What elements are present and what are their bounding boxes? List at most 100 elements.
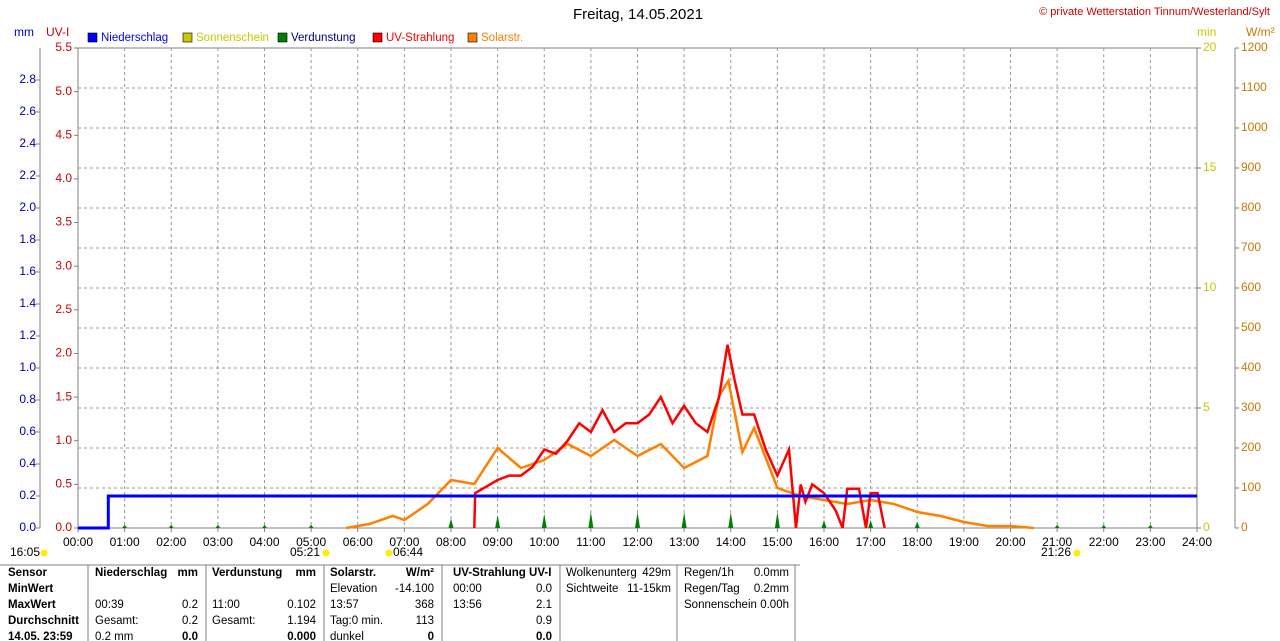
y-tick-label: 5 [1203, 400, 1210, 414]
y-tick-label: 400 [1241, 360, 1261, 374]
table-cell: Durchschnitt [8, 615, 79, 627]
y-tick-label: 800 [1241, 200, 1261, 214]
table-cell: 0.00h [760, 599, 789, 611]
x-tick-label: 01:00 [110, 535, 140, 549]
table-cell: 1.194 [287, 615, 316, 627]
y-tick-label: 2.5 [55, 302, 72, 316]
spike [541, 513, 547, 528]
legend-swatch [372, 32, 383, 43]
series-line [78, 494, 1197, 530]
x-tick-label: 09:00 [483, 535, 513, 549]
sun-time: 06:44 [393, 545, 423, 559]
spike [122, 524, 128, 528]
y-tick-label: 100 [1241, 480, 1261, 494]
spike [448, 518, 454, 528]
spike [728, 512, 734, 528]
axis-unit: min [1197, 25, 1216, 39]
table-cell: Solarstr. [330, 567, 376, 579]
spike [215, 524, 221, 528]
spike [1101, 524, 1107, 528]
x-tick-label: 18:00 [902, 535, 932, 549]
x-tick-label: 23:00 [1135, 535, 1165, 549]
legend-label: Niederschlag [101, 32, 168, 44]
y-tick-label: 2.0 [19, 200, 36, 214]
x-tick-label: 12:00 [622, 535, 652, 549]
x-tick-label: 20:00 [995, 535, 1025, 549]
y-tick-label: 700 [1241, 240, 1261, 254]
table-cell: Elevation [330, 583, 377, 595]
x-tick-label: 22:00 [1089, 535, 1119, 549]
axis-unit: UV-I [46, 25, 69, 39]
table-cell: 0.0 [536, 583, 552, 595]
x-tick-label: 10:00 [529, 535, 559, 549]
table-cell: Verdunstung [212, 567, 282, 579]
x-tick-label: 04:00 [249, 535, 279, 549]
y-tick-label: 2.4 [19, 136, 36, 150]
chart-title: Freitag, 14.05.2021 [573, 6, 703, 23]
table-cell: Sensor [8, 567, 48, 579]
legend-swatch [182, 32, 193, 43]
table-cell: 0.2 [182, 599, 198, 611]
copyright: © private Wetterstation Tinnum/Westerlan… [1039, 6, 1270, 18]
table-cell: Tag:0 min. [330, 615, 383, 627]
y-tick-label: 20 [1203, 40, 1217, 54]
x-tick-label: 16:00 [809, 535, 839, 549]
x-tick-label: 13:00 [669, 535, 699, 549]
sun-marker [1073, 549, 1081, 557]
y-tick-label: 1.2 [19, 328, 36, 342]
y-tick-label: 2.8 [19, 72, 36, 86]
spike [821, 520, 827, 528]
series-line [473, 344, 886, 529]
table-cell: 13:56 [453, 599, 482, 611]
x-tick-label: 02:00 [156, 535, 186, 549]
x-tick-label: 00:00 [63, 535, 93, 549]
table-cell: mm [178, 567, 198, 579]
y-tick-label: 1200 [1241, 40, 1268, 54]
table-cell: 0.0 [182, 631, 198, 641]
spike [1147, 524, 1153, 528]
sun-marker [385, 549, 393, 557]
y-tick-label: 2.6 [19, 104, 36, 118]
table-cell: 0.2 mm [95, 631, 133, 641]
spike [262, 524, 267, 528]
legend-swatch [277, 32, 288, 43]
y-tick-label: 1.4 [19, 296, 36, 310]
y-tick-label: 4.0 [55, 171, 72, 185]
table-cell: Gesamt: [212, 615, 255, 627]
y-tick-label: 0.8 [19, 392, 36, 406]
table-cell: Gesamt: [95, 615, 138, 627]
y-tick-label: 1.0 [55, 433, 72, 447]
table-cell: 11:00 [212, 599, 240, 611]
spike [308, 524, 314, 528]
y-tick-label: 0.5 [55, 477, 72, 491]
y-tick-label: 0 [1241, 520, 1248, 534]
spike [635, 512, 640, 528]
x-tick-label: 05:00 [296, 535, 326, 549]
sun-time: 16:05 [10, 545, 40, 559]
table-cell: Wolkenunterg [566, 567, 637, 579]
y-tick-label: 3.5 [55, 215, 72, 229]
table-cell: 0.9 [536, 615, 552, 627]
y-tick-label: 0.2 [19, 488, 36, 502]
y-tick-label: 15 [1203, 160, 1217, 174]
x-tick-label: 15:00 [762, 535, 792, 549]
table-cell: UV-Strahlung UV-I [453, 567, 551, 579]
y-tick-label: 1.0 [19, 360, 36, 374]
table-cell: 368 [415, 599, 434, 611]
table-cell: 429m [642, 567, 671, 579]
x-tick-label: 08:00 [436, 535, 466, 549]
y-tick-label: 500 [1241, 320, 1261, 334]
y-tick-label: 0.0 [55, 520, 72, 534]
y-tick-label: 10 [1203, 280, 1217, 294]
axis-unit: mm [14, 25, 34, 39]
table-cell: 0.0mm [754, 567, 789, 579]
table-cell: MinWert [8, 583, 53, 595]
y-tick-label: 0 [1203, 520, 1210, 534]
y-tick-label: 1.8 [19, 232, 36, 246]
spike [774, 512, 780, 528]
spike [1054, 524, 1060, 528]
y-tick-label: 5.0 [55, 84, 72, 98]
